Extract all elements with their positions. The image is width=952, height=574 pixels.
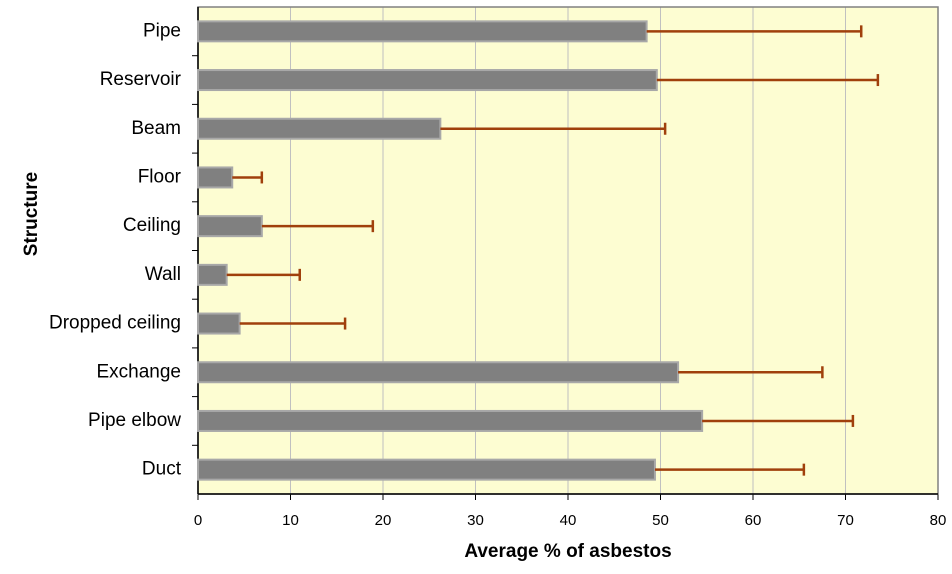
x-tick-label: 80 xyxy=(930,512,947,529)
error-bar xyxy=(440,122,667,135)
y-tick-label: Dropped ceiling xyxy=(49,313,181,334)
x-tick-label: 20 xyxy=(375,512,392,529)
bar xyxy=(197,409,704,432)
bar xyxy=(197,166,234,189)
error-bar xyxy=(656,74,880,87)
bar xyxy=(197,263,228,286)
y-tick-label: Duct xyxy=(142,459,182,480)
error-bar xyxy=(232,171,264,184)
bar xyxy=(197,215,263,238)
x-tick-label: 10 xyxy=(282,512,299,529)
bar xyxy=(197,361,680,384)
bar xyxy=(197,312,241,335)
x-tick-label: 30 xyxy=(467,512,484,529)
y-tick-label: Beam xyxy=(131,118,181,139)
error-bar xyxy=(239,317,347,330)
error-bar xyxy=(678,366,824,379)
x-tick-label: 40 xyxy=(560,512,577,529)
x-axis-title: Average % of asbestos xyxy=(464,541,671,562)
y-tick-label: Wall xyxy=(145,264,181,285)
y-tick-label: Reservoir xyxy=(100,69,182,90)
bar xyxy=(197,69,658,92)
bar xyxy=(197,20,648,43)
y-tick-label: Exchange xyxy=(96,361,181,382)
y-tick-label: Ceiling xyxy=(123,215,181,236)
error-bar xyxy=(261,220,375,233)
x-tick-label: 70 xyxy=(837,512,854,529)
x-tick-label: 60 xyxy=(745,512,762,529)
bar xyxy=(197,117,442,140)
y-tick-label: Pipe xyxy=(143,20,181,41)
y-tick-label: Pipe elbow xyxy=(88,410,181,431)
bar xyxy=(197,458,656,481)
x-tick-label: 50 xyxy=(652,512,669,529)
y-axis-title: Structure xyxy=(21,172,42,256)
error-bar xyxy=(702,414,855,427)
y-tick-label: Floor xyxy=(138,166,182,187)
error-bar xyxy=(226,268,301,281)
error-bar xyxy=(654,463,806,476)
error-bar xyxy=(646,25,863,38)
x-tick-label: 0 xyxy=(194,512,202,529)
